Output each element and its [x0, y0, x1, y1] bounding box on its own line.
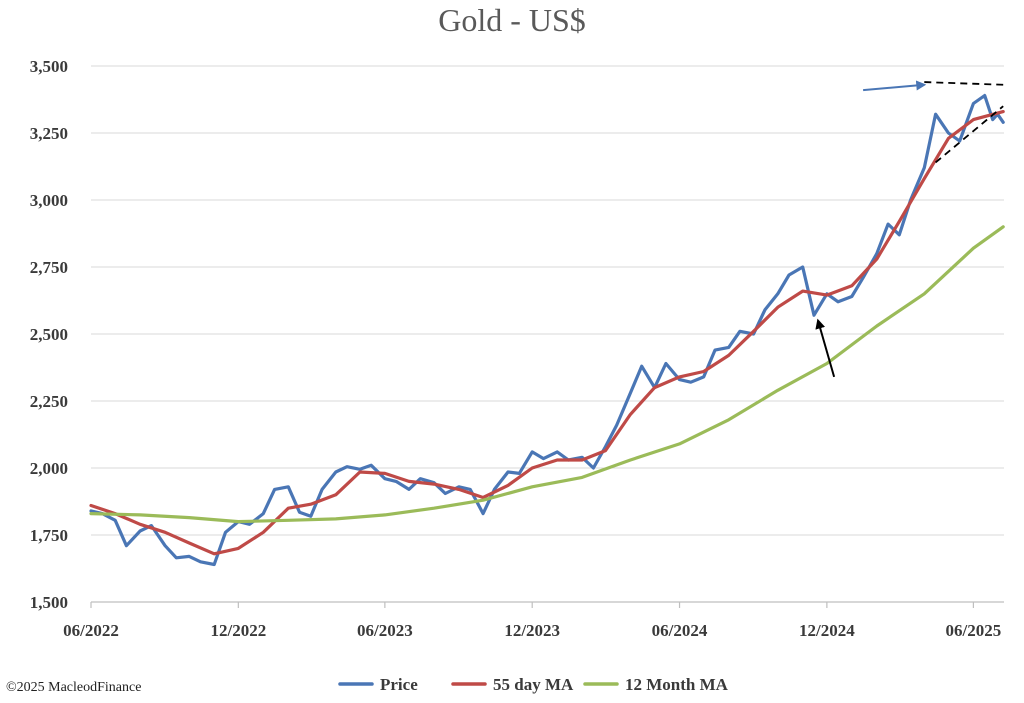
legend-item: Price — [338, 675, 418, 694]
y-tick-label: 2,000 — [30, 459, 68, 478]
resistance-line — [924, 81, 1004, 86]
legend-label: 55 day MA — [493, 675, 574, 694]
y-axis: 1,500 1,750 2,000 2,250 2,500 2,750 3,000 3,250… — [30, 57, 68, 612]
y-tick-label: 2,750 — [30, 258, 68, 277]
legend-label: Price — [380, 675, 418, 694]
y-tick-label: 1,750 — [30, 526, 68, 545]
y-tick-label: 3,250 — [30, 124, 68, 143]
x-tick-label: 12/2023 — [504, 621, 560, 640]
legend-item: 12 Month MA — [583, 675, 729, 694]
y-tick-label: 3,500 — [30, 57, 68, 76]
x-tick-label: 06/2022 — [63, 621, 119, 640]
support-line — [934, 105, 1004, 164]
annotations-group — [815, 80, 1004, 378]
series-line-12-month-ma — [89, 225, 1005, 524]
y-tick-label: 3,000 — [30, 191, 68, 210]
x-tick-label: 12/2024 — [799, 621, 855, 640]
legend-item: 55 day MA — [451, 675, 574, 694]
x-tick-label: 06/2024 — [652, 621, 708, 640]
x-tick-label: 06/2025 — [946, 621, 1002, 640]
grid-lines — [91, 65, 1004, 536]
series-line-55-day-ma — [89, 110, 1005, 556]
x-axis: 06/2022 12/2022 06/2023 12/2023 06/2024 12/20… — [63, 601, 1004, 640]
chart-title: Gold - US$ — [438, 2, 586, 38]
legend-label: 12 Month MA — [625, 675, 729, 694]
series-group — [89, 93, 1005, 567]
x-tick-label: 06/2023 — [357, 621, 413, 640]
copyright-text: ©2025 MacleodFinance — [6, 680, 142, 695]
y-tick-label: 1,500 — [30, 593, 68, 612]
black-arrow — [815, 318, 836, 378]
blue-arrow — [863, 80, 927, 92]
y-tick-label: 2,250 — [30, 392, 68, 411]
y-tick-label: 2,500 — [30, 325, 68, 344]
series-line-price — [89, 93, 1005, 567]
x-tick-label: 12/2022 — [210, 621, 266, 640]
legend: Price 55 day MA 12 Month MA — [338, 675, 729, 694]
